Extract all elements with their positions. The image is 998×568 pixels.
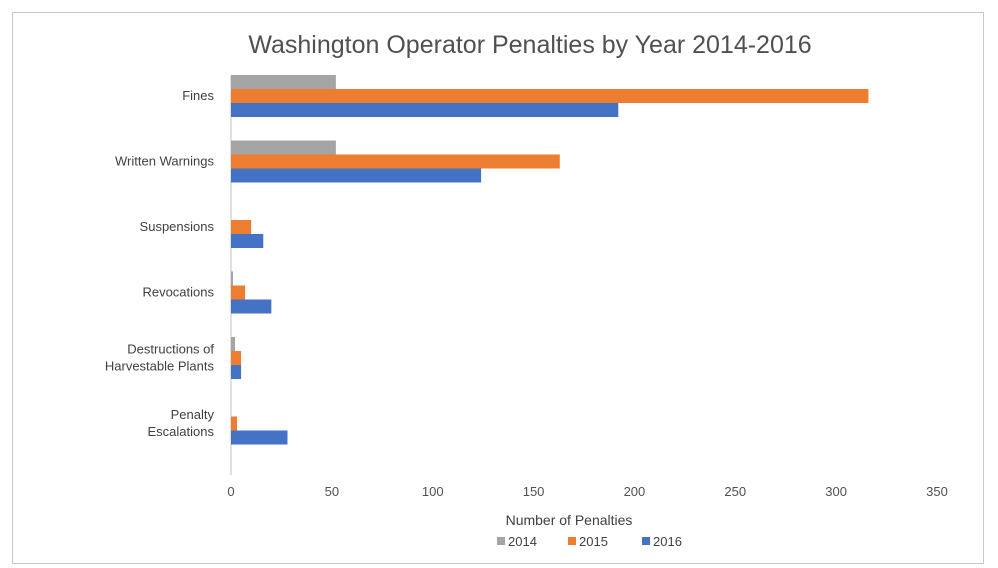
- category-label-5-0: Penalty: [171, 407, 215, 422]
- category-label-3-0: Revocations: [142, 285, 214, 300]
- category-label-5-1: Escalations: [148, 424, 215, 439]
- category-label-4-0: Destructions of: [127, 342, 214, 357]
- bar-2015-2: [231, 220, 252, 234]
- bar-2015-1: [231, 154, 560, 169]
- bar-2015-0: [231, 89, 869, 103]
- bar-2016-5: [231, 430, 288, 445]
- bar-2016-4: [231, 365, 242, 379]
- legend-label-2015: 2015: [579, 534, 608, 549]
- x-tick-label-6: 300: [825, 484, 847, 499]
- bar-2014-4: [231, 337, 236, 351]
- legend-swatch-2015: [568, 537, 576, 545]
- x-tick-label-7: 350: [926, 484, 948, 499]
- x-tick-label-5: 250: [724, 484, 746, 499]
- category-label-1-0: Written Warnings: [115, 154, 214, 169]
- bar-2016-2: [231, 234, 264, 248]
- category-labels: Fines Written Warnings Suspensions Revocati…: [105, 88, 215, 439]
- bar-2016-1: [231, 168, 482, 183]
- x-tick-label-3: 150: [523, 484, 545, 499]
- x-tick-label-4: 200: [624, 484, 646, 499]
- legend-swatch-2016: [642, 537, 650, 545]
- bar-2014-1: [231, 140, 336, 155]
- x-axis-title: Number of Penalties: [506, 512, 633, 528]
- category-label-0-0: Fines: [182, 88, 214, 103]
- bar-2016-0: [231, 103, 619, 117]
- bar-2015-4: [231, 351, 242, 365]
- legend-swatch-2014: [497, 537, 505, 545]
- bars-group: [231, 75, 869, 445]
- bar-2014-0: [231, 75, 336, 89]
- chart-title: Washington Operator Penalties by Year 20…: [248, 31, 811, 59]
- legend-label-2014: 2014: [508, 534, 537, 549]
- bar-2014-3: [231, 271, 234, 286]
- x-tick-label-0: 0: [227, 484, 234, 499]
- x-tick-label-2: 100: [422, 484, 444, 499]
- legend-label-2016: 2016: [653, 534, 682, 549]
- bar-2015-3: [231, 285, 246, 300]
- bar-2016-3: [231, 299, 272, 314]
- x-tick-labels: 0 50 100 150 200 250 300 350: [227, 484, 947, 499]
- category-label-2-0: Suspensions: [140, 219, 215, 234]
- category-label-4-1: Harvestable Plants: [105, 359, 215, 374]
- x-tick-label-1: 50: [325, 484, 339, 499]
- bar-2015-5: [231, 416, 238, 431]
- legend: 2014 2015 2016: [497, 534, 682, 549]
